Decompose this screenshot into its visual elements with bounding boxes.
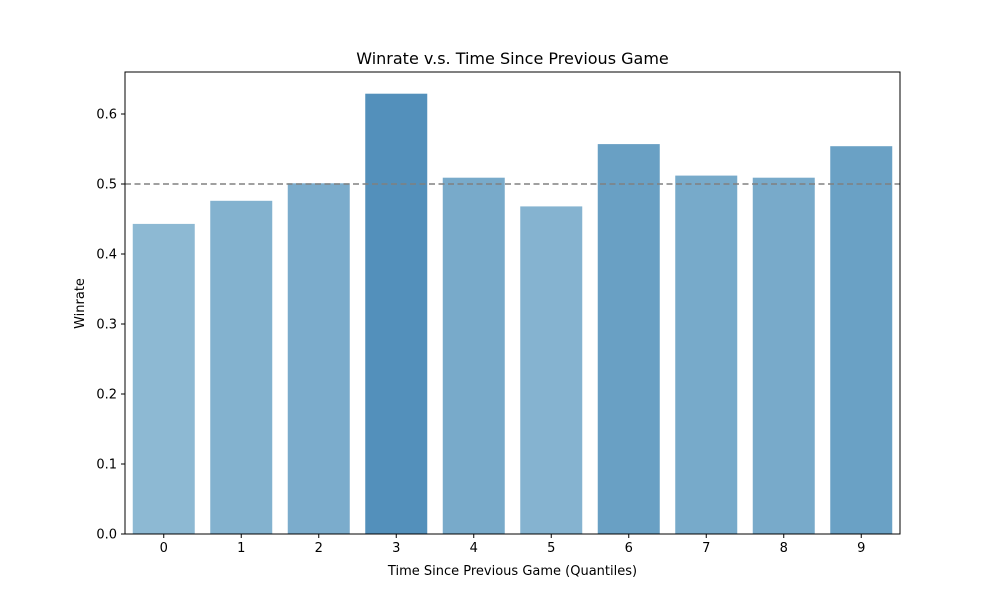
axes-frame <box>124 71 901 535</box>
x-tick-label: 5 <box>547 541 555 556</box>
x-tick-label: 0 <box>160 541 168 556</box>
bar-2 <box>287 183 350 535</box>
x-tick-label: 4 <box>470 541 478 556</box>
chart-title: Winrate v.s. Time Since Previous Game <box>356 49 669 68</box>
bar-3 <box>365 93 428 534</box>
y-tick-label: 0.0 <box>96 528 117 543</box>
x-tick-label: 6 <box>625 541 633 556</box>
x-axis-label: Time Since Previous Game (Quantiles) <box>387 564 637 579</box>
y-tick-label: 0.4 <box>96 248 117 263</box>
bar-7 <box>675 175 738 534</box>
bar-4 <box>442 177 505 534</box>
y-tick-label: 0.3 <box>96 318 117 333</box>
bar-0 <box>132 223 195 534</box>
bar-5 <box>520 206 583 534</box>
x-tick-label: 9 <box>857 541 865 556</box>
x-tick-label: 7 <box>702 541 710 556</box>
x-tick-label: 8 <box>780 541 788 556</box>
y-tick-label: 0.1 <box>96 458 117 473</box>
y-tick-label: 0.5 <box>96 178 117 193</box>
bar-8 <box>752 177 815 534</box>
y-axis-ticks: 0.0 0.1 0.2 0.3 0.4 0.5 0.6 <box>96 108 125 543</box>
y-tick-label: 0.6 <box>96 108 117 123</box>
x-tick-label: 1 <box>237 541 245 556</box>
y-tick-label: 0.2 <box>96 388 117 403</box>
y-axis-label: Winrate <box>73 278 88 329</box>
x-tick-label: 3 <box>392 541 400 556</box>
bar-6 <box>597 144 660 534</box>
x-axis-ticks: 0 1 2 3 4 5 6 7 8 9 <box>160 534 865 556</box>
bars-group <box>132 93 893 535</box>
bar-1 <box>210 200 273 535</box>
x-tick-label: 2 <box>315 541 323 556</box>
bar-9 <box>830 146 893 534</box>
